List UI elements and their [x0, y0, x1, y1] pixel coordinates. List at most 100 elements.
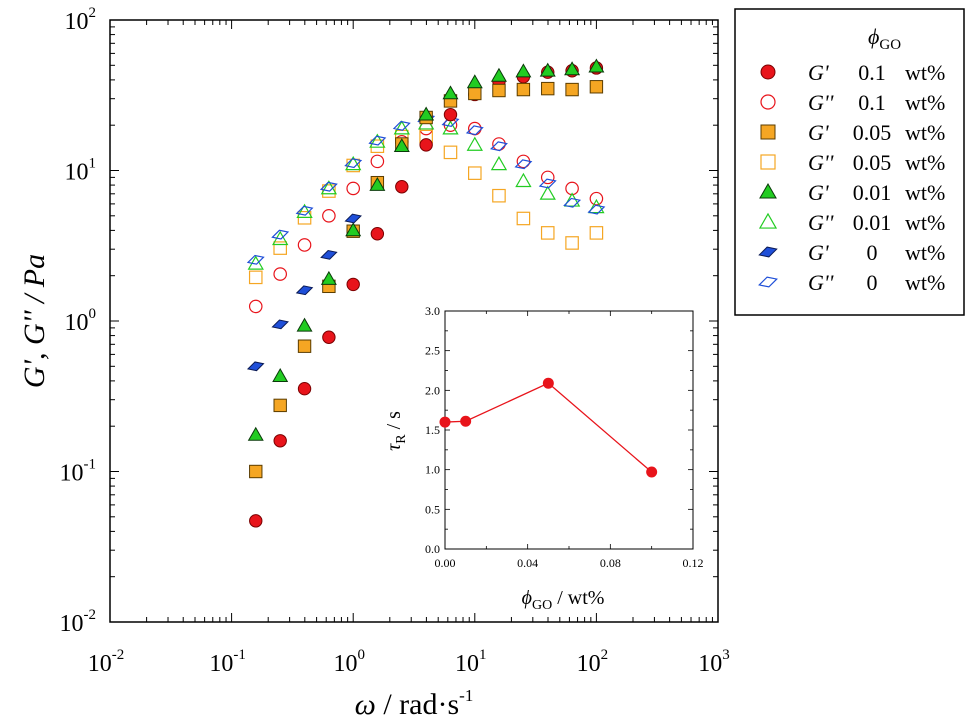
data-point — [344, 158, 363, 169]
legend-fraction: 0.1 — [858, 60, 886, 85]
data-point — [273, 434, 287, 448]
main-x-axis-title: ω / rad·s-1 — [355, 686, 474, 721]
legend-title: ϕGO — [868, 24, 901, 53]
data-point — [418, 106, 435, 121]
main-x-tick-labels: 10-2 10-1 100 101 102 103 — [88, 647, 730, 677]
x-tick-label: 10-2 — [88, 647, 125, 677]
legend-entry: G' 0.1 wt% — [760, 60, 945, 85]
inset-x-tick-label: 0.04 — [517, 556, 538, 570]
data-point — [272, 368, 289, 383]
y-tick-label: 101 — [65, 156, 97, 186]
inset-y-tick-label: 3.0 — [425, 304, 440, 318]
inset-y-tick-labels: 0.0 0.5 1.0 1.5 2.0 2.5 3.0 — [425, 304, 440, 556]
data-point — [442, 85, 459, 100]
legend-fraction: 0.01 — [853, 210, 892, 235]
inset-plot-frame — [444, 310, 694, 550]
inset-series-line — [444, 382, 653, 473]
data-point — [468, 166, 482, 180]
legend-fraction: 0.01 — [853, 180, 892, 205]
data-point — [539, 185, 556, 200]
data-point — [466, 136, 483, 151]
legend-modulus: G'' — [808, 90, 834, 115]
data-point — [489, 141, 508, 152]
data-point — [587, 204, 606, 215]
data-point — [248, 270, 263, 285]
data-point — [541, 81, 555, 96]
data-point — [296, 203, 313, 218]
legend-frame — [734, 8, 965, 316]
data-point — [297, 381, 312, 396]
legend-unit: wt% — [905, 270, 945, 295]
data-point — [273, 267, 288, 281]
data-point — [320, 270, 337, 285]
data-point — [589, 80, 604, 94]
data-point — [393, 138, 410, 153]
inset-x-axis-title: ϕGO / wt% — [522, 587, 605, 613]
legend-modulus: G' — [808, 240, 829, 265]
legend-marker — [758, 276, 778, 288]
data-point — [490, 67, 507, 82]
legend-entry: G'' 0.01 wt% — [758, 210, 945, 235]
x-tick-label: 10-1 — [209, 647, 246, 677]
inset-data-points — [439, 377, 658, 478]
data-point — [515, 63, 532, 78]
legend-unit: wt% — [905, 90, 945, 115]
legend-modulus: G'' — [808, 210, 834, 235]
legend-marker — [760, 94, 776, 110]
inset-data-point — [439, 416, 451, 428]
legend-unit: wt% — [905, 180, 945, 205]
inset-x-tick-label: 0.12 — [683, 556, 704, 570]
data-point — [539, 62, 556, 77]
data-point — [589, 226, 604, 240]
inset-plot: 0.00 0.04 0.08 0.12 0.0 0.5 1.0 1.5 2.0 2.5 3.0 ϕ… — [383, 304, 704, 613]
x-tick-label: 102 — [577, 647, 609, 677]
legend-entry: G' 0.05 wt% — [760, 120, 945, 145]
data-point — [466, 74, 483, 89]
data-point — [295, 285, 314, 296]
data-point — [538, 178, 557, 189]
y-tick-label: 10-2 — [60, 607, 97, 637]
data-point — [492, 137, 506, 151]
data-point — [345, 155, 362, 171]
inset-y-tick-label: 1.5 — [425, 423, 440, 437]
legend-modulus: G'' — [808, 270, 834, 295]
y-tick-label: 100 — [65, 306, 97, 336]
data-point — [514, 159, 533, 170]
data-point — [516, 211, 531, 226]
data-point — [297, 238, 312, 252]
data-point — [565, 82, 579, 97]
legend-fraction: 0.05 — [853, 120, 892, 145]
x-tick-label: 103 — [698, 647, 730, 677]
legend-modulus: G'' — [808, 150, 834, 175]
legend-unit: wt% — [905, 210, 945, 235]
data-point — [370, 227, 385, 241]
main-y-axis-title: G', G'' / Pa — [18, 254, 51, 388]
legend-unit: wt% — [905, 60, 945, 85]
legend: ϕGO G' 0.1 wt% G'' 0.1 wt% G' 0.05 wt% G'' 0.05 wt%… — [734, 8, 965, 316]
data-point — [540, 226, 555, 240]
legend-fraction: 0.05 — [853, 150, 892, 175]
data-point — [490, 155, 508, 171]
data-point — [273, 241, 288, 255]
data-point — [345, 222, 362, 237]
inset-y-tick-label: 2.0 — [425, 383, 440, 397]
x-tick-label: 100 — [333, 647, 365, 677]
data-point — [246, 254, 265, 265]
legend-marker — [760, 124, 776, 140]
data-point — [322, 209, 336, 223]
data-point — [565, 236, 579, 250]
main-y-tick-labels: 10-2 10-1 100 101 102 — [60, 5, 97, 637]
inset-tick-marks — [444, 310, 694, 550]
inset-x-tick-label: 0.00 — [435, 556, 456, 570]
data-point — [465, 125, 484, 136]
data-point — [248, 299, 263, 314]
legend-entry: G'' 0.1 wt% — [760, 90, 945, 115]
inset-y-tick-label: 1.0 — [425, 463, 440, 477]
data-point — [369, 176, 386, 191]
legend-modulus: G' — [808, 180, 829, 205]
data-point — [246, 361, 265, 372]
legend-marker — [760, 64, 776, 80]
data-point — [468, 86, 482, 101]
data-point — [443, 107, 458, 122]
